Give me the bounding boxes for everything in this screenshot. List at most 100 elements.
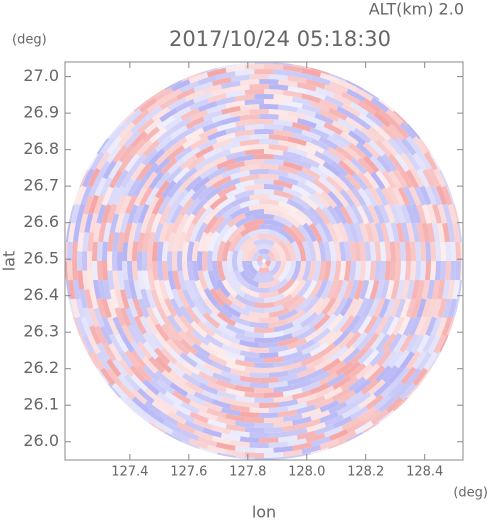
echo-cell xyxy=(127,204,139,225)
echo-cell xyxy=(197,270,209,291)
echo-cell xyxy=(264,426,284,433)
echo-cell xyxy=(282,90,303,99)
echo-cell xyxy=(142,251,148,271)
echo-cell xyxy=(132,298,144,318)
echo-cell xyxy=(112,316,125,337)
y-axis-label: lat xyxy=(0,251,19,272)
echo-cell xyxy=(325,329,344,347)
echo-cell xyxy=(254,153,274,160)
echo-cell xyxy=(328,261,336,282)
echo-cell xyxy=(137,298,150,319)
echo-cell xyxy=(321,296,337,316)
echo-cell xyxy=(264,149,284,156)
echo-cell xyxy=(111,121,129,140)
echo-cell xyxy=(254,179,274,185)
echo-cell xyxy=(321,206,337,226)
echo-cell xyxy=(328,240,336,261)
echo-cell xyxy=(348,142,367,159)
echo-cell xyxy=(206,103,227,115)
echo-cell xyxy=(388,153,404,172)
echo-cell xyxy=(142,171,158,190)
echo-cell xyxy=(392,186,405,206)
echo-cell xyxy=(385,222,395,243)
echo-cell xyxy=(244,366,264,373)
echo-cell xyxy=(320,190,338,209)
echo-cell xyxy=(332,375,352,390)
y-tick-label: 26.1 xyxy=(23,395,59,414)
echo-cell xyxy=(144,118,163,135)
echo-cell xyxy=(345,116,364,132)
echo-cell xyxy=(191,197,208,216)
echo-cell xyxy=(160,180,177,199)
echo-cell xyxy=(128,279,138,300)
echo-cell xyxy=(169,369,188,385)
echo-cell xyxy=(119,212,130,233)
echo-cell xyxy=(142,341,159,360)
echo-cell xyxy=(172,402,192,416)
echo-cell xyxy=(222,302,242,318)
echo-cell xyxy=(323,84,344,97)
echo-cell xyxy=(419,185,432,206)
echo-cell xyxy=(282,413,303,422)
echo-cell xyxy=(167,144,185,161)
echo-cell xyxy=(106,144,122,164)
echo-cell xyxy=(460,261,463,281)
echo-cell xyxy=(447,298,458,319)
echo-cell xyxy=(351,315,367,335)
echo-cell xyxy=(268,380,289,388)
echo-cell xyxy=(217,324,237,338)
echo-cell xyxy=(328,107,348,121)
echo-cell xyxy=(243,293,264,303)
echo-cell xyxy=(89,289,99,310)
echo-cell xyxy=(314,397,334,410)
echo-cell xyxy=(117,231,125,252)
echo-cell xyxy=(268,134,289,142)
echo-cell xyxy=(144,105,163,122)
echo-cell xyxy=(365,394,384,410)
echo-cell xyxy=(244,89,264,96)
echo-cell xyxy=(301,166,321,181)
echo-cell xyxy=(229,302,250,316)
echo-cell xyxy=(369,241,376,261)
plot-frame xyxy=(64,61,464,461)
echo-cell xyxy=(207,230,220,252)
echo-cell xyxy=(157,241,164,261)
echo-cell xyxy=(264,219,285,229)
echo-cell xyxy=(176,288,190,309)
echo-cell xyxy=(234,321,255,333)
echo-cell xyxy=(75,185,87,206)
echo-cell xyxy=(101,316,114,336)
echo-cell xyxy=(360,127,379,144)
echo-cell xyxy=(408,186,421,206)
echo-cell xyxy=(157,307,172,327)
echo-cell xyxy=(131,396,150,413)
echo-cell xyxy=(96,151,111,171)
echo-cell xyxy=(290,224,307,243)
echo-cell xyxy=(277,261,291,283)
echo-cell xyxy=(361,203,375,224)
echo-cell xyxy=(242,261,256,281)
echo-cell xyxy=(87,167,101,188)
echo-cell xyxy=(287,375,307,386)
echo-cell xyxy=(244,124,264,131)
echo-cell xyxy=(397,315,411,336)
echo-cell xyxy=(191,329,211,346)
echo-cell xyxy=(301,418,321,429)
echo-cell xyxy=(282,361,303,372)
echo-cell xyxy=(414,316,427,336)
echo-cell xyxy=(169,137,188,153)
echo-cell xyxy=(244,304,264,313)
echo-cell xyxy=(136,365,153,383)
echo-cell xyxy=(234,129,255,138)
echo-cell xyxy=(172,231,182,252)
echo-cell xyxy=(430,186,443,206)
echo-cell xyxy=(182,372,201,388)
echo-cell xyxy=(380,124,398,141)
echo-cell xyxy=(339,188,355,208)
echo-cell xyxy=(145,186,160,206)
echo-cell xyxy=(93,279,102,300)
echo-cell xyxy=(332,93,353,107)
echo-cell xyxy=(310,370,330,384)
echo-cell xyxy=(385,279,395,300)
echo-cell xyxy=(333,205,348,225)
